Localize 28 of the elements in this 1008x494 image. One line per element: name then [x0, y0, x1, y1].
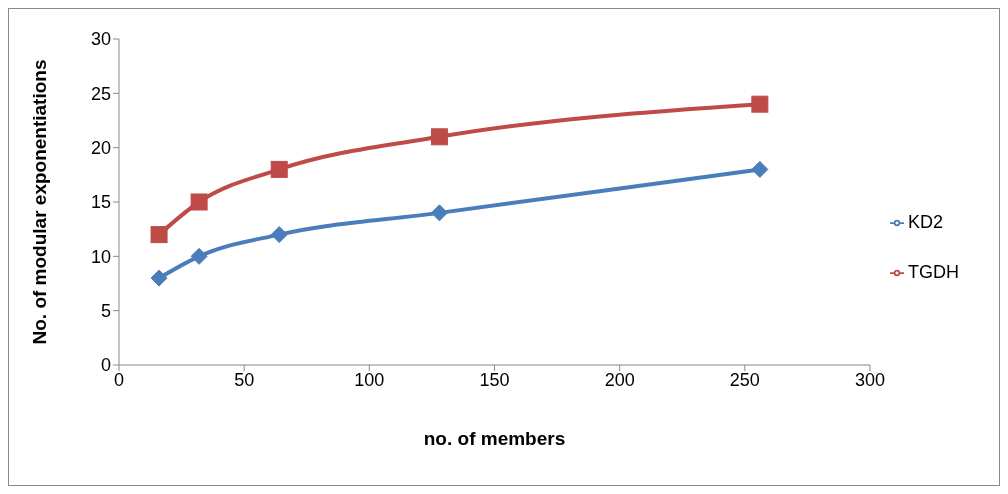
y-tick-label: 25	[90, 83, 111, 104]
x-tick-label: 200	[604, 369, 635, 390]
x-tick-label: 300	[854, 369, 886, 390]
x-tick-label: 250	[729, 369, 760, 390]
y-tick-label: 10	[90, 246, 111, 267]
point	[190, 247, 208, 265]
point	[270, 226, 288, 244]
legend-label: KD2	[908, 212, 944, 232]
point	[751, 160, 769, 178]
legend-label: TGDH	[908, 262, 959, 282]
point	[751, 95, 769, 113]
point	[430, 204, 448, 222]
x-tick-label: 150	[479, 369, 510, 390]
point	[190, 193, 208, 211]
y-tick-label: 5	[100, 301, 111, 322]
x-tick-label: 100	[354, 369, 385, 390]
y-tick-label: 20	[90, 138, 111, 159]
y-axis-title: No. of modular exponentiations	[28, 59, 50, 345]
x-axis-title: no. of members	[423, 428, 566, 449]
x-tick-label: 50	[234, 369, 255, 390]
point	[270, 160, 288, 178]
x-tick-label: 0	[113, 369, 125, 390]
point	[150, 226, 168, 244]
point	[150, 269, 168, 287]
point	[430, 128, 448, 146]
y-tick-label: 15	[90, 192, 111, 213]
y-tick-label: 30	[90, 29, 111, 50]
y-tick-label: 0	[100, 355, 111, 376]
